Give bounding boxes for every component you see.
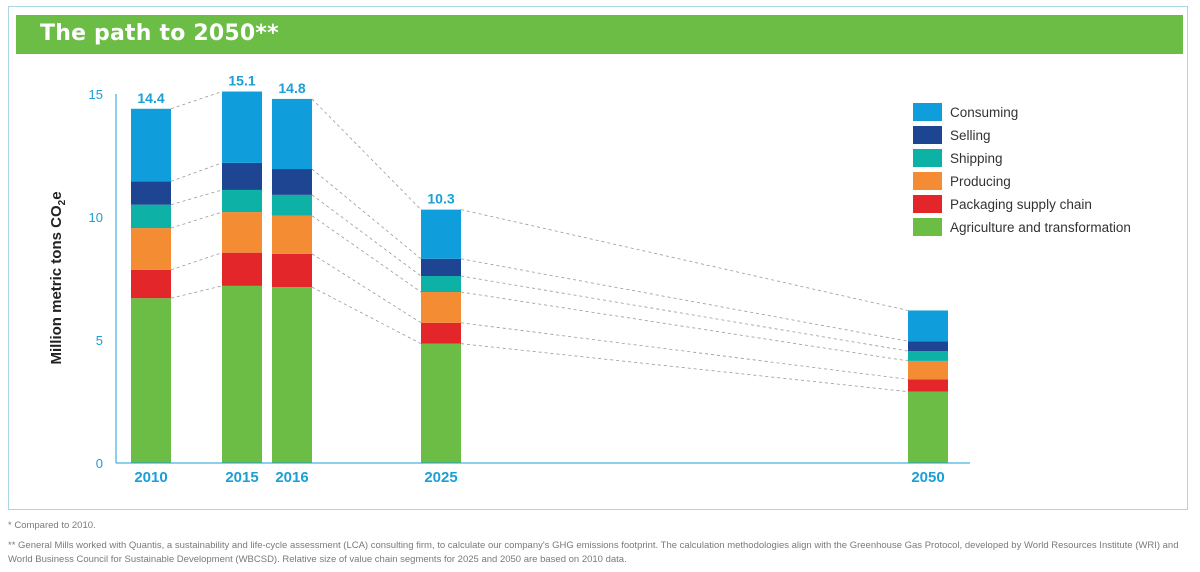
y-axis [115, 94, 970, 464]
legend-label: Selling [950, 128, 991, 143]
bar-segment-packaging-supply-chain-2050 [908, 379, 948, 392]
x-tick-labels: 2010 2015 2016 2025 2050 [134, 469, 944, 486]
footnotes: * Compared to 2010. ** General Mills wor… [8, 519, 1188, 567]
legend-label: Agriculture and transformation [950, 220, 1131, 235]
y-tick-label: 0 [96, 456, 103, 471]
x-tick-label: 2016 [275, 469, 308, 486]
y-tick-labels: 0 5 10 15 [89, 87, 103, 471]
bar-segment-consuming-2025 [421, 209, 461, 259]
bar-segment-agriculture-and-transformation-2016 [272, 287, 312, 463]
legend-label: Consuming [950, 105, 1018, 120]
y-axis-label: Million metric tons CO2e [48, 191, 68, 364]
connector-line [460, 343, 909, 393]
bar-segment-selling-2010 [131, 181, 171, 205]
connector-line [170, 189, 223, 206]
stacked-bar-chart: 0 5 10 15 2010 2015 2016 2025 2050 14.4 15.1 14.8… [48, 73, 1131, 486]
bar-segment-shipping-2025 [421, 276, 461, 293]
connector-line [311, 194, 422, 277]
footnote-1: * Compared to 2010. [8, 520, 96, 531]
connector-line [170, 252, 223, 271]
bar-segment-agriculture-and-transformation-2025 [421, 343, 461, 463]
x-tick-label: 2015 [225, 469, 258, 486]
bar-segment-selling-2050 [908, 341, 948, 352]
bar-segment-shipping-2010 [131, 204, 171, 229]
connector-line [460, 275, 909, 352]
x-tick-label: 2025 [424, 469, 457, 486]
bar-segment-producing-2025 [421, 292, 461, 323]
bar-segment-packaging-supply-chain-2016 [272, 253, 312, 288]
legend-swatch [913, 218, 942, 236]
connector-lines [170, 91, 909, 393]
chart-frame [8, 6, 1188, 510]
bar-segment-consuming-2016 [272, 98, 312, 170]
bar-segment-consuming-2015 [222, 91, 262, 163]
bar-segment-selling-2025 [421, 258, 461, 277]
y-tick-label: 10 [89, 210, 103, 225]
bar-segment-consuming-2010 [131, 108, 171, 182]
page-title: The path to 2050** [40, 21, 279, 46]
legend-label: Packaging supply chain [950, 197, 1092, 212]
title-bar: The path to 2050** [16, 15, 1183, 54]
footnote-2: ** General Mills worked with Quantis, a … [8, 540, 1179, 565]
connector-line [311, 215, 422, 293]
bar-segment-packaging-supply-chain-2015 [222, 252, 262, 286]
connector-line [170, 91, 223, 110]
x-tick-label: 2010 [134, 469, 167, 486]
bar-segment-shipping-2015 [222, 189, 262, 213]
y-tick-label: 15 [89, 87, 103, 102]
bar-segment-selling-2015 [222, 162, 262, 190]
connector-line [311, 286, 422, 345]
connector-line [460, 258, 909, 342]
bar-segment-producing-2015 [222, 212, 262, 253]
legend-swatch [913, 149, 942, 167]
connector-line [170, 211, 223, 229]
x-tick-label: 2050 [911, 469, 944, 486]
connector-line [170, 285, 223, 299]
bar-segment-agriculture-and-transformation-2010 [131, 298, 171, 463]
bar-segment-producing-2016 [272, 215, 312, 254]
bar-segment-packaging-supply-chain-2025 [421, 322, 461, 344]
total-label: 14.8 [278, 80, 305, 96]
bar-segment-producing-2050 [908, 360, 948, 380]
bar-segment-consuming-2050 [908, 310, 948, 342]
legend-label: Producing [950, 174, 1011, 189]
legend-swatch [913, 103, 942, 121]
legend: Consuming Selling Shipping Producing Packagi… [913, 103, 1131, 236]
legend-swatch [913, 172, 942, 190]
legend-swatch [913, 195, 942, 213]
bar-segment-packaging-supply-chain-2010 [131, 269, 171, 299]
legend-swatch [913, 126, 942, 144]
total-label: 14.4 [137, 90, 164, 106]
bar-segment-agriculture-and-transformation-2015 [222, 285, 262, 463]
total-label: 10.3 [427, 191, 454, 207]
total-label: 15.1 [228, 73, 255, 89]
bars-group [131, 91, 948, 463]
connector-line [311, 98, 422, 210]
y-tick-label: 5 [96, 333, 103, 348]
connector-line [460, 209, 909, 311]
bar-segment-producing-2010 [131, 228, 171, 270]
bar-segment-agriculture-and-transformation-2050 [908, 391, 948, 463]
legend-label: Shipping [950, 151, 1003, 166]
bar-segment-selling-2016 [272, 169, 312, 195]
connector-line [170, 162, 223, 182]
bar-segment-shipping-2016 [272, 194, 312, 216]
total-labels: 14.4 15.1 14.8 10.3 [137, 73, 454, 207]
connector-line [311, 168, 422, 260]
bar-segment-shipping-2050 [908, 351, 948, 361]
